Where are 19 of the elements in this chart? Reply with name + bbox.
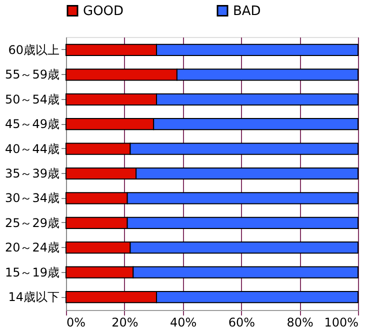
legend-label: GOOD xyxy=(83,4,124,19)
x-tick-label: 0% xyxy=(66,316,86,330)
y-tick-label: 25～29歳 xyxy=(4,216,60,230)
y-tick-label: 30～34歳 xyxy=(4,191,60,206)
legend-label: BAD xyxy=(233,4,261,19)
y-tick-label: 55～59歳 xyxy=(4,68,60,82)
x-tick-label: 80% xyxy=(286,316,314,330)
x-tick-label: 100% xyxy=(324,316,358,330)
x-tick-label: 60% xyxy=(228,316,256,330)
y-tick-label: 14歳以下 xyxy=(8,290,60,304)
y-tick-label: 45～49歳 xyxy=(4,117,60,132)
y-tick-label: 35～39歳 xyxy=(4,166,60,180)
y-tick-label: 15～19歳 xyxy=(4,265,60,280)
y-tick-label: 40～44歳 xyxy=(4,142,60,156)
y-tick-label: 20～24歳 xyxy=(4,240,60,255)
x-tick-label: 20% xyxy=(112,316,138,330)
y-tick-label: 50～54歳 xyxy=(4,92,60,106)
y-tick-label: 60歳以上 xyxy=(8,42,60,57)
x-tick-label: 40% xyxy=(170,316,197,330)
